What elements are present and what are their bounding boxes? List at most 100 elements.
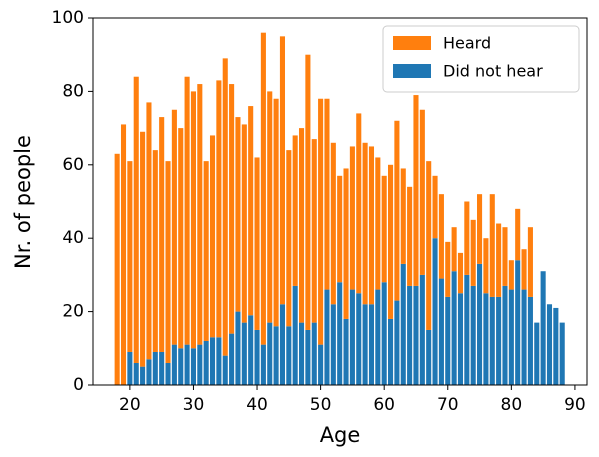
- bar-segment: [190, 91, 196, 349]
- x-tick-label: 20: [119, 395, 141, 415]
- bar-segment: [184, 344, 190, 385]
- bar-segment: [229, 84, 235, 334]
- legend-label: Did not hear: [443, 62, 543, 81]
- x-tick-label: 30: [183, 395, 205, 415]
- bar-segment: [445, 241, 451, 297]
- bar-segment: [540, 271, 546, 385]
- bar-segment: [483, 238, 489, 294]
- bar-segment: [235, 117, 241, 312]
- bar-segment: [451, 271, 457, 385]
- bar-segment: [457, 252, 464, 294]
- bar-segment: [146, 359, 152, 385]
- x-tick-label: 80: [501, 395, 523, 415]
- bar-segment: [140, 131, 146, 367]
- bar-segment: [419, 109, 425, 275]
- bar-segment: [368, 304, 375, 385]
- bar-segment: [489, 194, 495, 297]
- bar-segment: [515, 260, 521, 385]
- bar-segment: [273, 98, 279, 327]
- bar-segment: [222, 355, 228, 385]
- bar-segment: [311, 139, 317, 323]
- bar-segment: [489, 296, 495, 385]
- bar-segment: [114, 153, 120, 385]
- bar-segment: [496, 223, 502, 297]
- bar-segment: [470, 285, 476, 385]
- bar-segment: [470, 219, 476, 286]
- bar-segment: [286, 326, 292, 385]
- bar-segment: [197, 344, 203, 385]
- bar-segment: [394, 120, 400, 301]
- bar-segment: [432, 238, 438, 385]
- bar-segment: [222, 58, 228, 356]
- bar-segment: [445, 296, 451, 385]
- x-axis-label: Age: [320, 423, 361, 447]
- bar-segment: [190, 348, 196, 385]
- bar-segment: [286, 150, 292, 327]
- bar-segment: [152, 150, 158, 352]
- bar-segment: [311, 322, 317, 385]
- bar-segment: [273, 326, 279, 385]
- bar-segment: [165, 161, 171, 363]
- bar-segment: [216, 337, 222, 385]
- bar-segment: [127, 351, 133, 385]
- bar-segment: [502, 285, 508, 385]
- bar-segment: [216, 80, 222, 338]
- bar-segment: [388, 164, 394, 319]
- bar-segment: [171, 109, 177, 345]
- bar-segment: [407, 285, 413, 385]
- bar-segment: [477, 194, 483, 264]
- x-tick-label: 90: [564, 395, 586, 415]
- bar-segment: [279, 36, 286, 305]
- bar-segment: [330, 142, 336, 305]
- bar-segment: [184, 76, 190, 345]
- bar-segment: [413, 95, 419, 286]
- legend-box: [382, 25, 580, 93]
- bar-segment: [356, 293, 362, 385]
- bar-segment: [362, 304, 368, 385]
- bar-segment: [388, 318, 394, 385]
- bar-segment: [527, 296, 533, 385]
- bar-segment: [349, 289, 355, 385]
- bar-segment: [229, 333, 235, 385]
- bar-segment: [457, 293, 464, 385]
- bar-segment: [521, 289, 527, 385]
- bar-segment: [343, 318, 349, 385]
- bar-segment: [140, 366, 146, 385]
- bar-segment: [394, 300, 400, 385]
- bar-segment: [248, 315, 254, 385]
- bar-segment: [292, 285, 298, 385]
- bar-segment: [483, 293, 489, 385]
- bar-segment: [267, 322, 273, 385]
- bar-segment: [318, 98, 324, 345]
- bar-segment: [407, 186, 413, 286]
- bar-segment: [178, 128, 184, 349]
- y-tick-label: 0: [73, 375, 84, 395]
- bar-segment: [432, 175, 438, 239]
- legend-label: Heard: [443, 34, 491, 53]
- y-axis-label: Nr. of people: [11, 135, 35, 269]
- bar-segment: [368, 146, 375, 305]
- bar-segment: [521, 249, 527, 290]
- bar-segment: [508, 289, 514, 385]
- bar-segment: [146, 102, 152, 360]
- bar-segment: [120, 124, 127, 386]
- y-tick-label: 40: [62, 228, 84, 248]
- bar-segment: [165, 362, 171, 385]
- bar-segment: [324, 98, 330, 290]
- x-tick-label: 50: [310, 395, 332, 415]
- bar-segment: [534, 322, 540, 385]
- bar-segment: [508, 260, 514, 290]
- y-tick-label: 80: [62, 81, 84, 101]
- bar-segment: [438, 194, 444, 279]
- bar-segment: [235, 311, 241, 385]
- bar-segment: [203, 161, 209, 341]
- legend-swatch: [393, 64, 431, 78]
- bar-segment: [400, 263, 406, 385]
- bar-segment: [349, 146, 355, 290]
- bar-segment: [305, 329, 311, 385]
- bar-segment: [426, 161, 432, 330]
- bar-segment: [337, 175, 343, 283]
- bar-segment: [178, 348, 184, 385]
- bar-segment: [356, 113, 362, 294]
